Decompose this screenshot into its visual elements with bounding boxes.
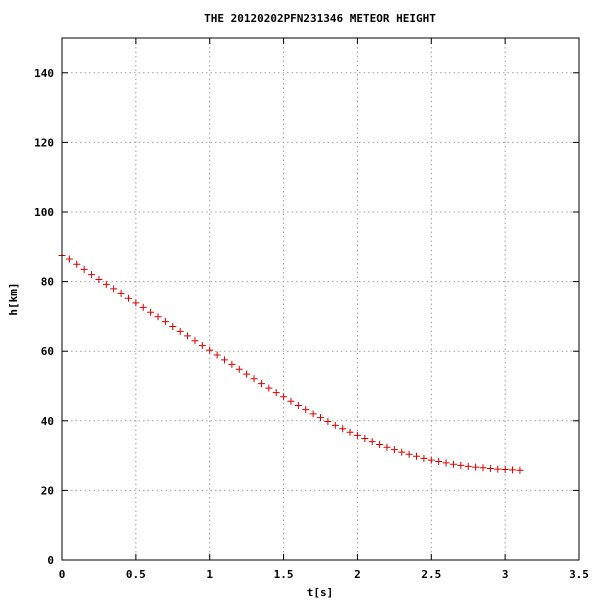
data-point [413,452,421,460]
data-point [176,327,184,335]
data-point [73,260,81,268]
y-tick-label: 0 [47,554,54,567]
data-point [228,360,236,368]
x-tick-label: 0.5 [126,568,146,581]
x-tick-label: 1.5 [274,568,294,581]
data-point [302,406,310,414]
data-point [331,421,339,429]
plot-frame [61,37,580,561]
data-point [449,460,457,468]
data-point [250,375,258,383]
data-point [472,463,480,471]
data-point [184,332,192,340]
data-point [457,461,465,469]
data-point [324,417,332,425]
data-point [88,271,96,279]
x-tick-label: 0 [59,568,66,581]
data-point [257,380,265,388]
chart-title: THE 20120202PFN231346 METEOR HEIGHT [204,12,436,25]
data-point [501,466,509,474]
data-point [154,313,162,321]
data-point [346,428,354,436]
data-point [294,401,302,409]
x-axis-tick-labels: 0 0.5 1 1.5 2 2.5 3 3.5 [59,568,589,581]
grid [62,38,579,560]
data-point [161,318,169,326]
data-point [383,443,391,451]
data-point [427,456,435,464]
data-point [287,397,295,405]
data-point [80,265,88,273]
axis-ticks [61,38,580,561]
data-series [58,252,524,474]
x-tick-label: 3.5 [569,568,589,581]
data-point [509,466,517,474]
y-axis-label: h[km] [7,282,20,315]
data-point [243,370,251,378]
data-point [361,435,369,443]
data-point [280,393,288,401]
y-tick-label: 140 [34,67,54,80]
data-point [368,438,376,446]
data-point [353,431,361,439]
data-point [272,389,280,397]
data-point [65,255,73,263]
data-point [405,450,413,458]
data-point [339,425,347,433]
y-tick-label: 60 [41,345,54,358]
data-point [206,346,214,354]
data-point [317,414,324,422]
data-point [464,462,472,470]
data-point [132,299,140,307]
data-point [435,458,443,466]
y-tick-label: 80 [41,276,54,289]
data-point [309,410,317,418]
y-tick-label: 120 [34,136,54,149]
data-point [124,294,132,302]
data-point [220,356,228,364]
data-point [102,280,110,288]
data-point [486,464,494,472]
data-point [390,446,398,454]
data-point [420,454,428,462]
data-point [191,337,199,345]
data-point [169,322,177,330]
data-point [213,351,221,359]
x-axis-label: t[s] [307,586,334,599]
data-point [95,276,103,284]
data-point [398,448,406,456]
x-tick-label: 1 [206,568,213,581]
data-point [198,342,206,350]
y-tick-label: 40 [41,415,54,428]
y-tick-label: 20 [41,484,54,497]
data-point [516,466,524,474]
data-point [110,285,118,293]
data-point [494,465,502,473]
data-point [117,289,125,297]
x-tick-label: 2 [354,568,361,581]
x-tick-label: 2.5 [421,568,441,581]
data-point [139,303,147,311]
y-axis-tick-labels: 0 20 40 60 80 100 120 140 [34,67,54,567]
x-tick-label: 3 [502,568,509,581]
data-point [265,384,273,392]
y-tick-label: 100 [34,206,54,219]
data-point [235,365,243,373]
data-point [376,440,384,448]
data-point [442,459,450,467]
data-point [147,308,155,316]
data-point [479,464,487,472]
